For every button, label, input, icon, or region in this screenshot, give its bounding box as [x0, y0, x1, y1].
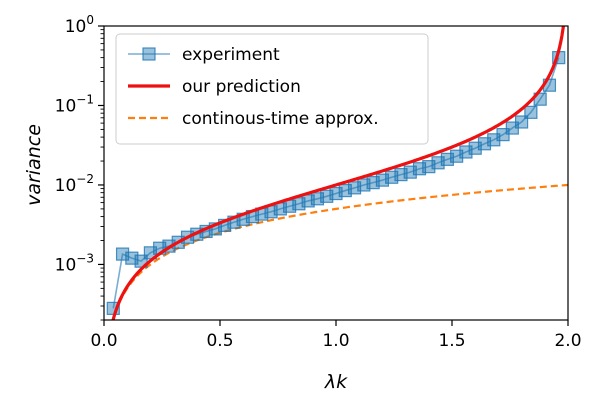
experiment-point	[514, 115, 529, 129]
legend-box	[115, 33, 429, 145]
legend-prediction-label: our prediction	[182, 77, 301, 97]
y-tick-label: 10−2	[55, 172, 94, 196]
axes: 0.0 0.5 1.0 1.5 2.0 10−3 10−2 10−1 100	[55, 13, 582, 351]
legend: experiment our prediction continous-time a…	[115, 33, 429, 145]
y-tick-label: 100	[65, 13, 94, 37]
plot-area	[106, 26, 568, 320]
legend-approx-label: continous-time approx.	[182, 109, 379, 129]
experiment-point	[524, 105, 538, 119]
y-tick-label: 10−1	[55, 92, 94, 116]
y-axis-label: variance	[23, 124, 45, 206]
plot-clip-group	[106, 26, 568, 320]
legend-experiment-marker	[142, 47, 156, 61]
x-tick-label: 1.5	[438, 331, 465, 351]
x-tick-label: 2.0	[554, 331, 581, 351]
series-approx-line	[112, 183, 568, 320]
x-tick-label: 1.0	[322, 331, 349, 351]
y-tick-label: 10−3	[55, 251, 94, 275]
x-tick-label: 0.0	[90, 331, 117, 351]
x-tick-label: 0.5	[206, 331, 233, 351]
x-axis-label: λk	[324, 371, 348, 393]
series-prediction-line	[111, 26, 565, 320]
legend-experiment-label: experiment	[182, 45, 280, 65]
